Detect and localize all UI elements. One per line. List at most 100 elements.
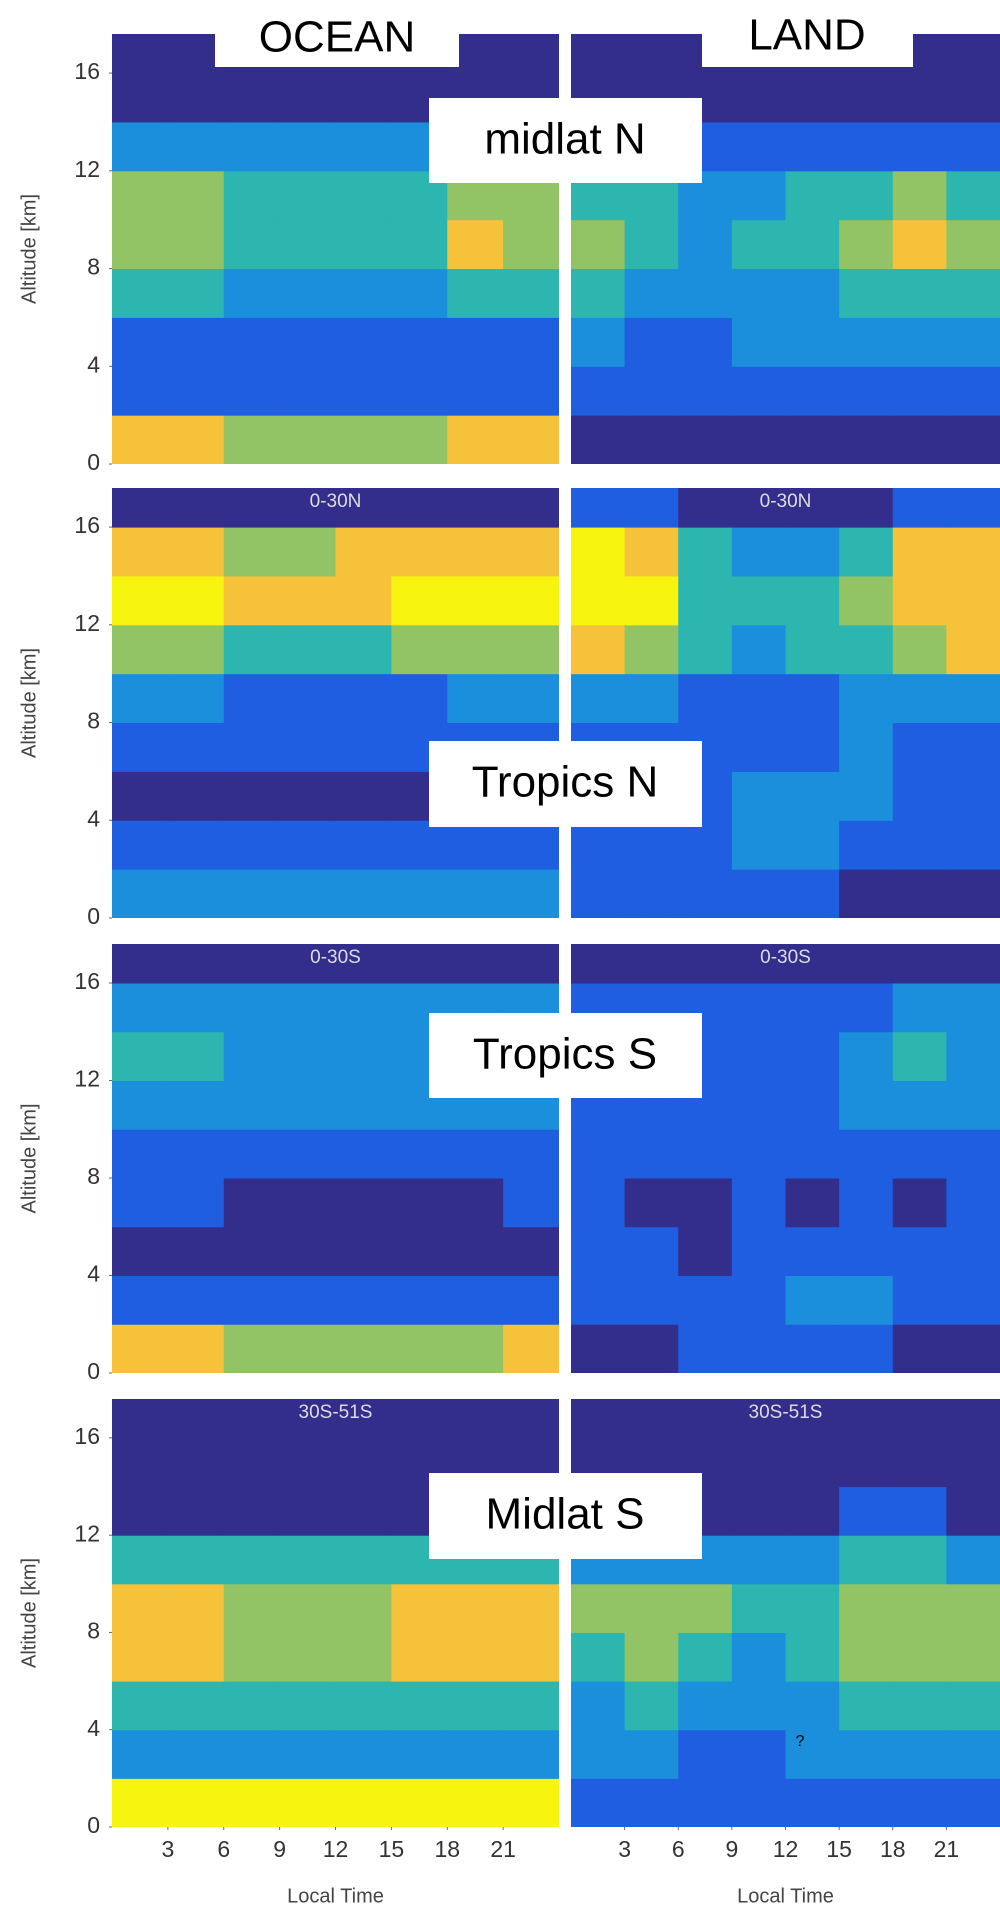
heatmap-cell [167, 527, 225, 577]
heatmap-cell [785, 983, 840, 1033]
heatmap-cell [167, 170, 225, 221]
heatmap-cell [946, 415, 1000, 464]
heatmap-cell [335, 219, 392, 270]
heatmap-cell [391, 1632, 448, 1682]
heatmap-cell [279, 1080, 336, 1130]
heatmap-cell [112, 820, 169, 870]
heatmap-cell [785, 1778, 840, 1827]
heatmap-cell [731, 1583, 786, 1633]
y-tick-label: 16 [74, 968, 100, 994]
heatmap-cell [503, 1129, 559, 1179]
heatmap-cell [731, 1681, 786, 1731]
x-tick-label: 12 [773, 1836, 799, 1862]
heatmap-cell [335, 1080, 392, 1130]
heatmap-cell [112, 268, 169, 318]
heatmap-cell [731, 983, 786, 1033]
heatmap-cell [112, 722, 169, 772]
heatmap-cell [112, 1778, 169, 1827]
heatmap-cell [839, 1437, 894, 1488]
heatmap-cell [785, 73, 840, 123]
heatmap-cell [167, 317, 225, 367]
heatmap-cell [223, 771, 281, 821]
heatmap-cell [279, 1275, 336, 1325]
heatmap-cell [503, 317, 559, 367]
heatmap-cell [678, 488, 733, 528]
heatmap-cell [678, 944, 733, 984]
heatmap-cell [785, 944, 840, 984]
heatmap-panel [571, 944, 1000, 1373]
heatmap-cell [785, 317, 840, 367]
heatmap-cell [112, 73, 169, 123]
heatmap-cell [167, 1486, 225, 1536]
heatmap-cell [335, 771, 392, 821]
heatmap-cell [785, 121, 840, 172]
panels: 30N-51N0481216Altitude [km]30N-51N0-30N0… [18, 34, 1000, 1907]
heatmap-cell [391, 1324, 448, 1373]
heatmap-cell [279, 219, 336, 270]
heatmap-cell [785, 1437, 840, 1488]
heatmap-cell [503, 673, 559, 724]
heatmap-cell [279, 771, 336, 821]
heatmap-cell [785, 366, 840, 416]
heatmap-cell [279, 268, 336, 318]
heatmap-cell [571, 317, 626, 367]
heatmap-cell [447, 1178, 504, 1228]
heatmap-cell [839, 219, 894, 270]
heatmap-cell [391, 1226, 448, 1276]
heatmap-cell [279, 1178, 336, 1228]
heatmap-cell [503, 1778, 559, 1827]
heatmap-cell [335, 1031, 392, 1081]
heatmap-cell [839, 1632, 894, 1682]
heatmap-cell [892, 1178, 947, 1228]
heatmap-cell [785, 219, 840, 270]
heatmap-cell [167, 268, 225, 318]
heatmap-cell [223, 1399, 281, 1439]
heatmap-cell [785, 1535, 840, 1585]
heatmap-cell [112, 317, 169, 367]
column-label: OCEAN [259, 13, 415, 62]
panel-subtitle: 0-30S [760, 947, 811, 968]
label-box [429, 1473, 702, 1559]
heatmap-cell [892, 170, 947, 221]
heatmap-cell [731, 1729, 786, 1779]
x-tick-label: 12 [323, 1836, 349, 1862]
heatmap-cell [112, 1129, 169, 1179]
heatmap-cell [447, 1129, 504, 1179]
heatmap-cell [335, 983, 392, 1033]
heatmap-cell [112, 944, 169, 984]
heatmap-cell [391, 1583, 448, 1633]
heatmap-cell [785, 1632, 840, 1682]
heatmap-cell [839, 575, 894, 626]
heatmap-cell [447, 1275, 504, 1325]
heatmap-cell [731, 73, 786, 123]
heatmap-cell [335, 527, 392, 577]
heatmap-cell [447, 944, 504, 984]
heatmap-cell [223, 1778, 281, 1827]
heatmap-cell [223, 1535, 281, 1585]
heatmap-cell [892, 1399, 947, 1439]
heatmap-cell [335, 268, 392, 318]
heatmap-cell [223, 1583, 281, 1633]
heatmap-cell [839, 1275, 894, 1325]
heatmap-cell [892, 624, 947, 675]
heatmap-cell [678, 1632, 733, 1682]
heatmap-cell [839, 771, 894, 821]
x-tick-label: 21 [934, 1836, 960, 1862]
heatmap-cell [335, 869, 392, 918]
heatmap-cell [503, 1632, 559, 1682]
heatmap-cell [447, 624, 504, 675]
heatmap-cell [447, 317, 504, 367]
heatmap-cell [731, 1632, 786, 1682]
heatmap-cell [946, 268, 1000, 318]
heatmap-cell [571, 944, 626, 984]
heatmap-cell [839, 722, 894, 772]
heatmap-cell [624, 366, 679, 416]
heatmap-cell [223, 1437, 281, 1488]
heatmap-cell [167, 1583, 225, 1633]
heatmap-cell [112, 1729, 169, 1779]
y-tick-label: 4 [87, 1261, 100, 1287]
heatmap-cell [839, 1324, 894, 1373]
heatmap-cell [223, 1031, 281, 1081]
heatmap-cell [335, 1399, 392, 1439]
heatmap-cell [223, 1178, 281, 1228]
